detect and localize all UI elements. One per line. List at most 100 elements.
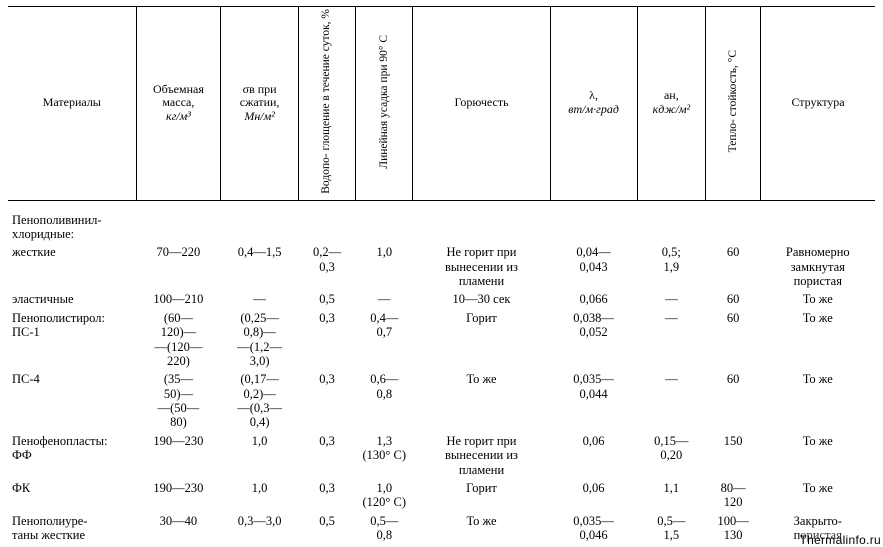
cell-density: (60— 120)— —(120— 220) <box>136 309 221 371</box>
cell-tstab: 60 <box>706 290 761 308</box>
cell-lambda: 0,038— 0,052 <box>550 309 637 371</box>
cell-water: 0,3 <box>299 479 356 512</box>
cell-lambda: 0,06 <box>550 432 637 479</box>
cell-an: 0,15— 0,20 <box>637 432 706 479</box>
cell-flame: Не горит при вынесении из пламени <box>413 432 550 479</box>
table-body: Пенополивинил- хлоридные: жесткие70—2200… <box>8 211 875 547</box>
cell-flame <box>413 211 550 244</box>
cell-material: эластичные <box>8 290 136 308</box>
cell-material: ФК <box>8 479 136 512</box>
watermark: Thermalinfo.ru <box>799 533 881 547</box>
cell-sigma: (0,17— 0,2)— —(0,3— 0,4) <box>221 370 299 432</box>
cell-water: 0,5 <box>299 512 356 545</box>
cell-flame: Не горит при вынесении из пламени <box>413 243 550 290</box>
col-header-lambda: λ,вт/м·град <box>550 7 637 201</box>
cell-lambda: 0,035— 0,046 <box>550 512 637 545</box>
cell-tstab: 150 <box>706 432 761 479</box>
col-header-tstab: Тепло- стойкость, °С <box>706 7 761 201</box>
cell-sigma: 1,0 <box>221 479 299 512</box>
col-header-material: Материалы <box>8 7 136 201</box>
cell-shrink: 0,5— 0,8 <box>356 512 413 545</box>
cell-shrink <box>356 211 413 244</box>
cell-an: — <box>637 370 706 432</box>
cell-flame: 10—30 сек <box>413 290 550 308</box>
cell-shrink: 1,0 <box>356 243 413 290</box>
cell-density <box>136 211 221 244</box>
cell-tstab: 100— 130 <box>706 512 761 545</box>
cell-water: 0,2— 0,3 <box>299 243 356 290</box>
col-header-shrink: Линейная усадка при 90° С <box>356 7 413 201</box>
cell-tstab: 60 <box>706 370 761 432</box>
cell-sigma: — <box>221 290 299 308</box>
cell-density: 190—230 <box>136 479 221 512</box>
cell-sigma: 0,3—3,0 <box>221 512 299 545</box>
table-row: Пенополиуре- таны жесткие30—400,3—3,00,5… <box>8 512 875 545</box>
cell-water: 0,5 <box>299 290 356 308</box>
cell-struct: То же <box>761 479 875 512</box>
cell-lambda: 0,04— 0,043 <box>550 243 637 290</box>
cell-an: 0,5; 1,9 <box>637 243 706 290</box>
cell-material: Пенополистирол: ПС-1 <box>8 309 136 371</box>
cell-tstab <box>706 211 761 244</box>
cell-shrink: 0,4— 0,7 <box>356 309 413 371</box>
cell-an: — <box>637 290 706 308</box>
cell-struct: То же <box>761 290 875 308</box>
cell-lambda: 0,066 <box>550 290 637 308</box>
cell-water <box>299 211 356 244</box>
cell-flame: Горит <box>413 479 550 512</box>
col-header-water: Водопо- глощение в течение суток, % <box>299 7 356 201</box>
cell-flame: То же <box>413 370 550 432</box>
cell-density: 70—220 <box>136 243 221 290</box>
table-row: ФК190—2301,00,31,0 (120° С)Горит0,061,18… <box>8 479 875 512</box>
cell-material: жесткие <box>8 243 136 290</box>
col-header-flame: Горючесть <box>413 7 550 201</box>
materials-table: МатериалыОбъемная масса,кг/м³σв при сжат… <box>8 6 875 547</box>
cell-flame: Горит <box>413 309 550 371</box>
table-row: ПС-4(35— 50)— —(50— 80)(0,17— 0,2)— —(0,… <box>8 370 875 432</box>
cell-sigma <box>221 211 299 244</box>
cell-sigma: 1,0 <box>221 432 299 479</box>
cell-an: 1,1 <box>637 479 706 512</box>
cell-an: — <box>637 309 706 371</box>
table-row: Пенополистирол: ПС-1(60— 120)— —(120— 22… <box>8 309 875 371</box>
cell-material: Пенофенопласты: ФФ <box>8 432 136 479</box>
cell-density: 190—230 <box>136 432 221 479</box>
cell-sigma: 0,4—1,5 <box>221 243 299 290</box>
cell-tstab: 60 <box>706 243 761 290</box>
cell-water: 0,3 <box>299 432 356 479</box>
cell-shrink: 1,0 (120° С) <box>356 479 413 512</box>
col-header-density: Объемная масса,кг/м³ <box>136 7 221 201</box>
cell-shrink: 0,6— 0,8 <box>356 370 413 432</box>
cell-shrink: 1,3 (130° С) <box>356 432 413 479</box>
table-row: Пенофенопласты: ФФ190—2301,00,31,3 (130°… <box>8 432 875 479</box>
cell-water: 0,3 <box>299 309 356 371</box>
table-header-row: МатериалыОбъемная масса,кг/м³σв при сжат… <box>8 7 875 201</box>
cell-struct: Равномерно замкнутая пористая <box>761 243 875 290</box>
table-row: жесткие70—2200,4—1,50,2— 0,31,0Не горит … <box>8 243 875 290</box>
cell-water: 0,3 <box>299 370 356 432</box>
cell-an <box>637 211 706 244</box>
cell-sigma: (0,25— 0,8)— —(1,2— 3,0) <box>221 309 299 371</box>
col-header-sigma: σв при сжатии,Мн/м² <box>221 7 299 201</box>
col-header-struct: Структура <box>761 7 875 201</box>
table-row: Пенополивинил- хлоридные: <box>8 211 875 244</box>
col-header-an: aн,кдж/м² <box>637 7 706 201</box>
cell-density: 30—40 <box>136 512 221 545</box>
cell-struct <box>761 211 875 244</box>
cell-struct: То же <box>761 309 875 371</box>
cell-lambda <box>550 211 637 244</box>
cell-material: ПС-4 <box>8 370 136 432</box>
cell-lambda: 0,035— 0,044 <box>550 370 637 432</box>
cell-material: Пенополивинил- хлоридные: <box>8 211 136 244</box>
cell-an: 0,5— 1,5 <box>637 512 706 545</box>
cell-tstab: 60 <box>706 309 761 371</box>
cell-tstab: 80— 120 <box>706 479 761 512</box>
cell-shrink: — <box>356 290 413 308</box>
table-row: эластичные100—210—0,5—10—30 сек0,066—60Т… <box>8 290 875 308</box>
cell-lambda: 0,06 <box>550 479 637 512</box>
cell-struct: То же <box>761 370 875 432</box>
cell-material: Пенополиуре- таны жесткие <box>8 512 136 545</box>
cell-density: 100—210 <box>136 290 221 308</box>
cell-density: (35— 50)— —(50— 80) <box>136 370 221 432</box>
cell-struct: То же <box>761 432 875 479</box>
